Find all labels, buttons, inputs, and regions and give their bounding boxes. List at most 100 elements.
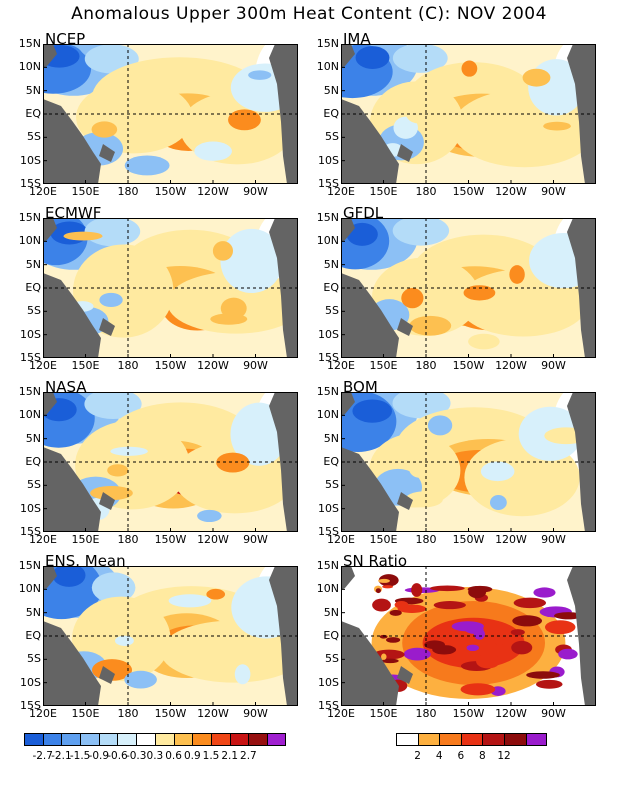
colorbar-label: -1.5 xyxy=(69,750,91,762)
lat-tick-label: 15N xyxy=(18,385,41,398)
lon-tick-label: 120E xyxy=(327,533,355,546)
lat-tick-label: 5S xyxy=(325,652,339,666)
lat-tick-label: EQ xyxy=(323,107,339,120)
lat-tick-label: EQ xyxy=(323,629,339,642)
lat-tick-label: 15N xyxy=(18,211,41,224)
land-mass xyxy=(99,666,115,684)
land-mass xyxy=(43,218,57,242)
lat-tick-label: 5N xyxy=(323,257,339,271)
lon-tick-label: 90W xyxy=(243,185,268,198)
lon-tick-label: 120W xyxy=(197,359,229,372)
lat-tick-label: 15N xyxy=(18,559,41,572)
lat-tick-label: 5S xyxy=(325,304,339,318)
snr-colorbar xyxy=(396,733,548,746)
map-plot xyxy=(43,44,298,184)
land-mass xyxy=(341,273,399,358)
lat-tick-label: 5N xyxy=(25,83,41,97)
lon-tick-label: 180 xyxy=(117,359,139,372)
lon-tick-label: 150E xyxy=(369,359,398,372)
lat-tick-label: 10N xyxy=(316,60,339,74)
colorbar-swatch xyxy=(210,733,230,746)
colorbar-swatch xyxy=(417,733,440,746)
lon-tick-label: 120E xyxy=(327,359,355,372)
colorbar-label: -2.7 xyxy=(32,750,53,762)
lat-tick-label: 15S xyxy=(318,351,339,364)
colorbar-label: 12 xyxy=(497,750,511,762)
lon-tick-label: 150E xyxy=(71,185,100,198)
colorbar-label: -0.3 xyxy=(125,750,147,762)
map-plot xyxy=(43,218,298,358)
land-mass xyxy=(43,621,101,706)
colorbar-swatch xyxy=(117,733,137,746)
lon-tick-label: 150E xyxy=(71,533,100,546)
lon-tick-label: 150W xyxy=(154,533,187,546)
land-mass xyxy=(57,466,71,484)
lon-tick-label: 180 xyxy=(117,533,139,546)
land-mass xyxy=(99,144,115,162)
lon-tick-label: 150E xyxy=(369,707,398,720)
lon-tick-label: 180 xyxy=(415,533,437,546)
lat-tick-label: 5S xyxy=(27,130,41,144)
map-plot xyxy=(341,566,596,706)
lat-tick-label: 15S xyxy=(20,177,41,190)
map-svg xyxy=(43,566,298,706)
lat-tick-label: 5N xyxy=(25,431,41,445)
lon-tick-label: 120W xyxy=(495,533,527,546)
colorbar-swatch xyxy=(248,733,267,746)
lat-tick-label: 15N xyxy=(18,37,41,50)
lon-tick-label: 150W xyxy=(452,185,485,198)
colorbar-label: 2.7 xyxy=(240,750,257,762)
lat-tick-label: 10N xyxy=(18,60,41,74)
lon-tick-label: 120W xyxy=(197,707,229,720)
colorbar-swatch xyxy=(61,733,81,746)
lon-tick-label: 90W xyxy=(541,185,566,198)
colorbar-swatch xyxy=(24,733,43,746)
colorbar-swatch xyxy=(98,733,118,746)
lat-tick-label: 15S xyxy=(318,525,339,538)
colorbar-label: -2.1 xyxy=(51,750,72,762)
land-mass xyxy=(355,118,369,136)
lat-tick-label: 10S xyxy=(20,675,41,689)
lon-tick-label: 90W xyxy=(243,359,268,372)
lat-tick-label: 10S xyxy=(318,675,339,689)
land-mass xyxy=(43,566,57,590)
land-mass xyxy=(397,144,413,162)
land-mass xyxy=(341,44,355,68)
lat-tick-label: EQ xyxy=(323,281,339,294)
land-mass xyxy=(57,640,71,658)
colorbar-label: 6 xyxy=(457,750,465,762)
land-mass xyxy=(341,621,399,706)
lat-tick-label: 5N xyxy=(323,605,339,619)
lon-tick-label: 120W xyxy=(495,185,527,198)
colorbar-label: 0.9 xyxy=(183,750,201,762)
land-mass xyxy=(341,566,355,590)
land-mass xyxy=(397,666,413,684)
lat-tick-label: EQ xyxy=(25,107,41,120)
colorbar-swatch xyxy=(482,733,504,746)
colorbar-label: 4 xyxy=(435,750,443,762)
lon-tick-label: 90W xyxy=(243,707,268,720)
lon-tick-label: 120W xyxy=(197,533,229,546)
lon-tick-label: 150W xyxy=(154,185,187,198)
lat-tick-label: 10S xyxy=(20,501,41,515)
map-svg xyxy=(43,392,298,532)
lat-tick-label: EQ xyxy=(323,455,339,468)
lon-tick-label: 150E xyxy=(71,707,100,720)
figure-title: Anomalous Upper 300m Heat Content (C): N… xyxy=(71,4,547,24)
panel-title: SN Ratio xyxy=(343,552,408,570)
lat-tick-label: 10S xyxy=(20,153,41,167)
map-svg xyxy=(341,218,596,358)
colorbar-swatch xyxy=(136,733,155,746)
colorbar-label: 1.5 xyxy=(202,750,220,762)
lon-tick-label: 90W xyxy=(243,533,268,546)
lon-tick-label: 180 xyxy=(415,185,437,198)
anomaly-colorbar xyxy=(24,733,286,746)
lat-tick-label: 5N xyxy=(25,257,41,271)
lat-tick-label: 5S xyxy=(27,652,41,666)
land-mass xyxy=(43,447,101,532)
colorbar-swatch xyxy=(503,733,526,746)
colorbar-swatch xyxy=(266,733,286,746)
lon-tick-label: 150E xyxy=(71,359,100,372)
colorbar-swatch xyxy=(439,733,461,746)
land-mass xyxy=(99,318,115,336)
